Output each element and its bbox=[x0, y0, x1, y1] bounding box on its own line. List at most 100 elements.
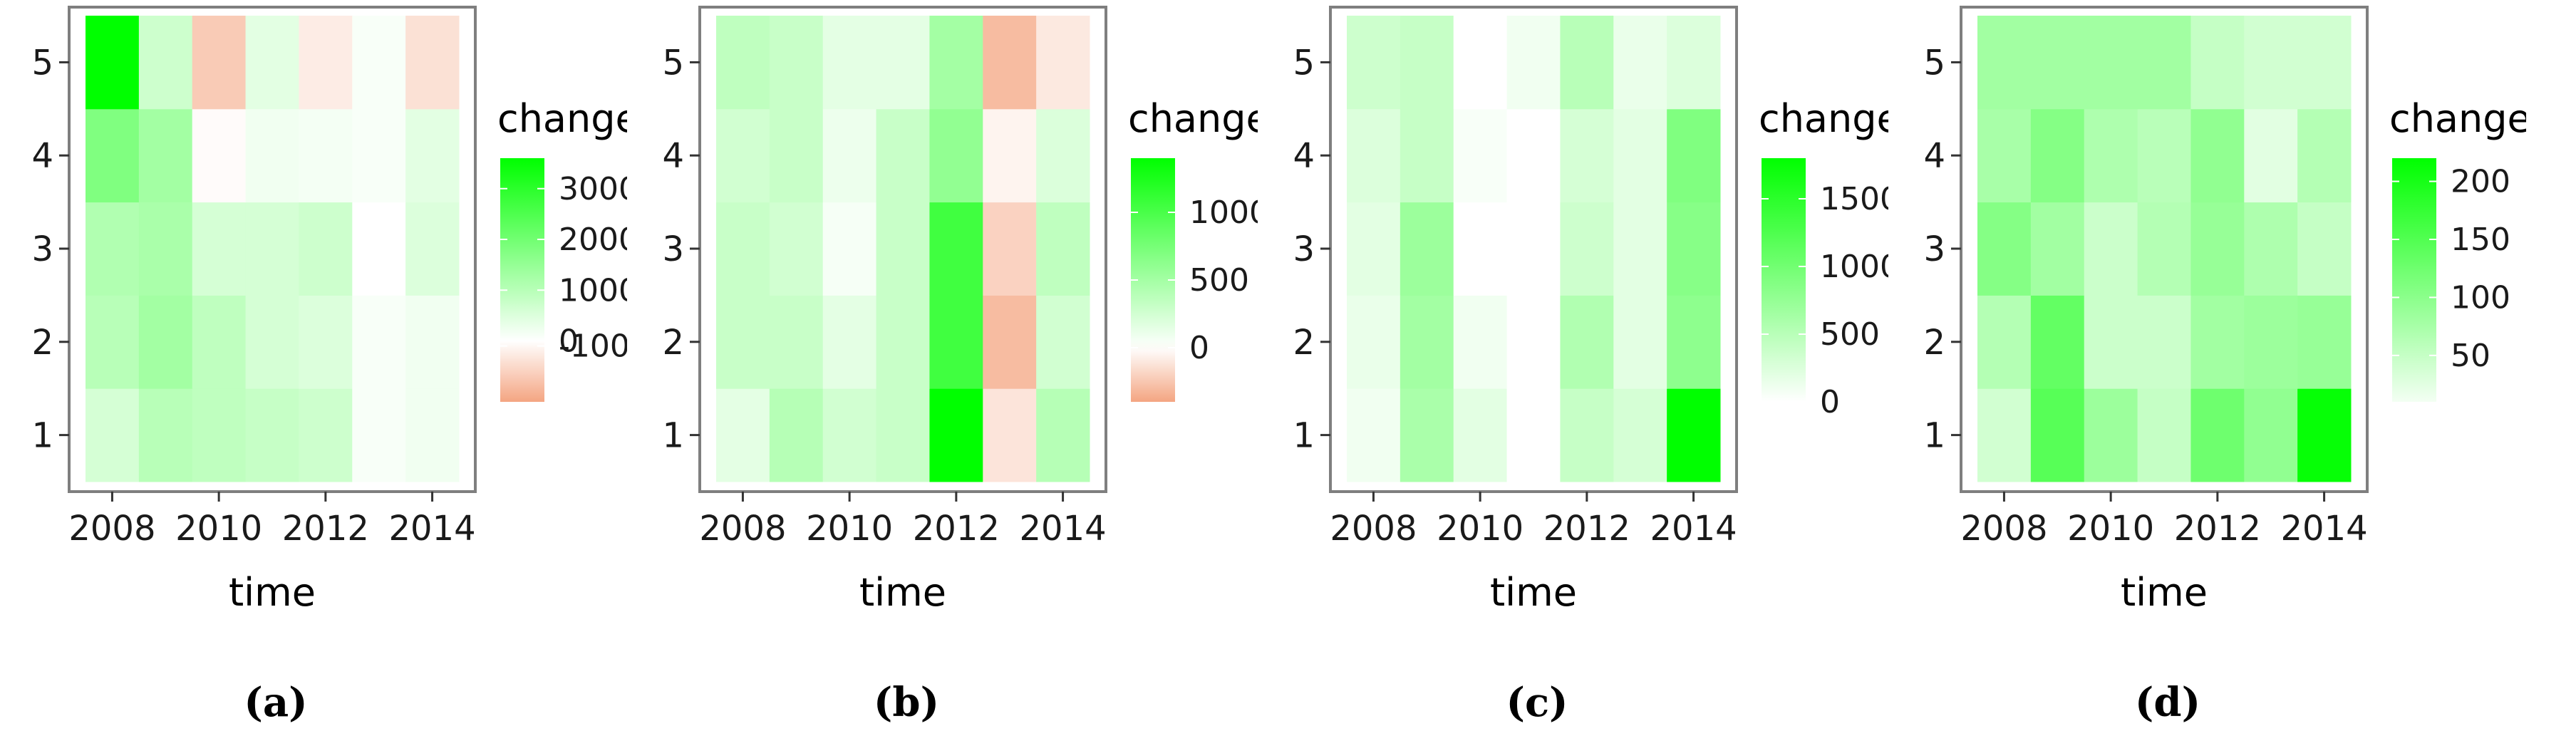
heatmap-cell bbox=[2190, 16, 2245, 110]
heatmap-cell bbox=[2190, 108, 2245, 203]
heatmap-cell bbox=[929, 295, 983, 389]
heatmap-cell bbox=[299, 16, 353, 110]
heatmap-cell bbox=[1613, 202, 1667, 296]
legend-label: -100 bbox=[559, 328, 630, 365]
legend: changes 1500 1000 500 0 bbox=[1759, 96, 1920, 420]
heatmap-cell bbox=[2244, 388, 2298, 482]
heatmap-cell bbox=[1667, 295, 1721, 389]
heatmap-cell bbox=[983, 388, 1037, 482]
heatmap-cell bbox=[86, 202, 140, 296]
heatmap-cell bbox=[822, 202, 877, 296]
heatmap-cell bbox=[769, 16, 824, 110]
y-tick-label: 5 bbox=[1293, 43, 1315, 83]
panel-a: 1 2 3 4 5 2008 2010 2012 2014 time changes 3000 2000… bbox=[31, 6, 638, 726]
heatmap-cell bbox=[983, 202, 1037, 296]
heatmap-cell bbox=[1667, 108, 1721, 203]
legend-label: 1500 bbox=[1820, 181, 1900, 217]
y-tick-label: 1 bbox=[31, 416, 53, 456]
heatmap-cell bbox=[192, 108, 247, 203]
x-axis-title: time bbox=[2121, 570, 2208, 615]
heatmap-cell bbox=[1560, 108, 1614, 203]
legend-label: 500 bbox=[1189, 262, 1249, 299]
x-tick-label: 2012 bbox=[2174, 509, 2261, 549]
heatmap-cell bbox=[822, 108, 877, 203]
legend: changes 3000 2000 1000 0-100 bbox=[497, 96, 638, 402]
y-tick-label: 3 bbox=[1923, 229, 1945, 269]
heatmap-cell bbox=[2137, 108, 2191, 203]
heatmap-cell bbox=[822, 16, 877, 110]
heatmap-cell bbox=[1036, 108, 1090, 203]
x-axis-title: time bbox=[229, 570, 316, 615]
heatmap-cell bbox=[2190, 295, 2245, 389]
heatmap-cell bbox=[1506, 16, 1561, 110]
heatmap-cell bbox=[1613, 108, 1667, 203]
y-tick-label: 2 bbox=[1923, 323, 1945, 363]
y-tick-label: 4 bbox=[1293, 136, 1315, 176]
heatmap-cell bbox=[2084, 108, 2138, 203]
legend-label: 200 bbox=[2451, 164, 2510, 200]
panel-caption: (c) bbox=[1506, 679, 1568, 726]
heatmap-cell bbox=[929, 388, 983, 482]
heatmap-cell bbox=[1977, 295, 2032, 389]
legend-label: 3000 bbox=[559, 171, 638, 207]
heatmap-cell bbox=[2030, 202, 2085, 296]
heatmap-cell bbox=[929, 202, 983, 296]
heatmap-cell bbox=[822, 295, 877, 389]
heatmap-cell bbox=[405, 295, 460, 389]
heatmap-cell bbox=[2030, 108, 2085, 203]
heatmap-cell bbox=[1400, 202, 1454, 296]
heatmap-cell bbox=[2297, 202, 2352, 296]
x-tick-label: 2014 bbox=[1650, 509, 1737, 549]
x-tick-label: 2012 bbox=[913, 509, 1000, 549]
x-tick-label: 2008 bbox=[699, 509, 786, 549]
heatmap-cell bbox=[192, 295, 247, 389]
panel-caption: (b) bbox=[874, 679, 939, 726]
heatmap-cell bbox=[192, 202, 247, 296]
heatmap-cell bbox=[716, 295, 770, 389]
heatmap-cell bbox=[1453, 202, 1508, 296]
y-tick-label: 2 bbox=[31, 323, 53, 363]
heatmap-cell bbox=[2137, 202, 2191, 296]
heatmap-cell bbox=[1560, 295, 1614, 389]
heatmap-cell bbox=[716, 16, 770, 110]
heatmap-cell bbox=[299, 202, 353, 296]
heatmap-cell bbox=[1453, 108, 1508, 203]
heatmap-cell bbox=[352, 202, 406, 296]
heatmap-cell bbox=[2190, 388, 2245, 482]
heatmap-cell bbox=[1560, 16, 1614, 110]
heatmap-cell bbox=[1453, 16, 1508, 110]
heatmap-cell bbox=[86, 108, 140, 203]
legend-label: 1000 bbox=[559, 272, 638, 309]
y-tick-label: 3 bbox=[1293, 229, 1315, 269]
heatmap-cell bbox=[2030, 295, 2085, 389]
heatmap-cell bbox=[299, 108, 353, 203]
heatmap-cell bbox=[192, 388, 247, 482]
heatmap-cell bbox=[1036, 295, 1090, 389]
heatmap-cell bbox=[876, 108, 930, 203]
heatmap-cell bbox=[2084, 202, 2138, 296]
heatmap-cell bbox=[299, 388, 353, 482]
x-tick-label: 2012 bbox=[1543, 509, 1630, 549]
legend-title: changes bbox=[1759, 96, 1920, 141]
heatmap-cell bbox=[352, 16, 406, 110]
heatmap-cell bbox=[138, 295, 193, 389]
heatmap-cell bbox=[1977, 202, 2032, 296]
heatmap-cell bbox=[138, 16, 193, 110]
heatmap-cell bbox=[86, 295, 140, 389]
y-tick-label: 2 bbox=[662, 323, 684, 363]
heatmap-cell bbox=[2030, 388, 2085, 482]
heatmap-cell bbox=[2084, 295, 2138, 389]
heatmap-cell bbox=[1977, 16, 2032, 110]
heatmap-cell bbox=[245, 295, 299, 389]
heatmap-cell bbox=[245, 388, 299, 482]
heatmap-cell bbox=[352, 108, 406, 203]
heatmap-cell bbox=[1667, 16, 1721, 110]
y-tick-label: 4 bbox=[31, 136, 53, 176]
heatmap-cell bbox=[1613, 388, 1667, 482]
x-tick-label: 2008 bbox=[68, 509, 155, 549]
heatmap-cell bbox=[1506, 108, 1561, 203]
legend-label: 1000 bbox=[1189, 195, 1269, 231]
heatmap-cell bbox=[2137, 295, 2191, 389]
heatmap-cell bbox=[2297, 388, 2352, 482]
